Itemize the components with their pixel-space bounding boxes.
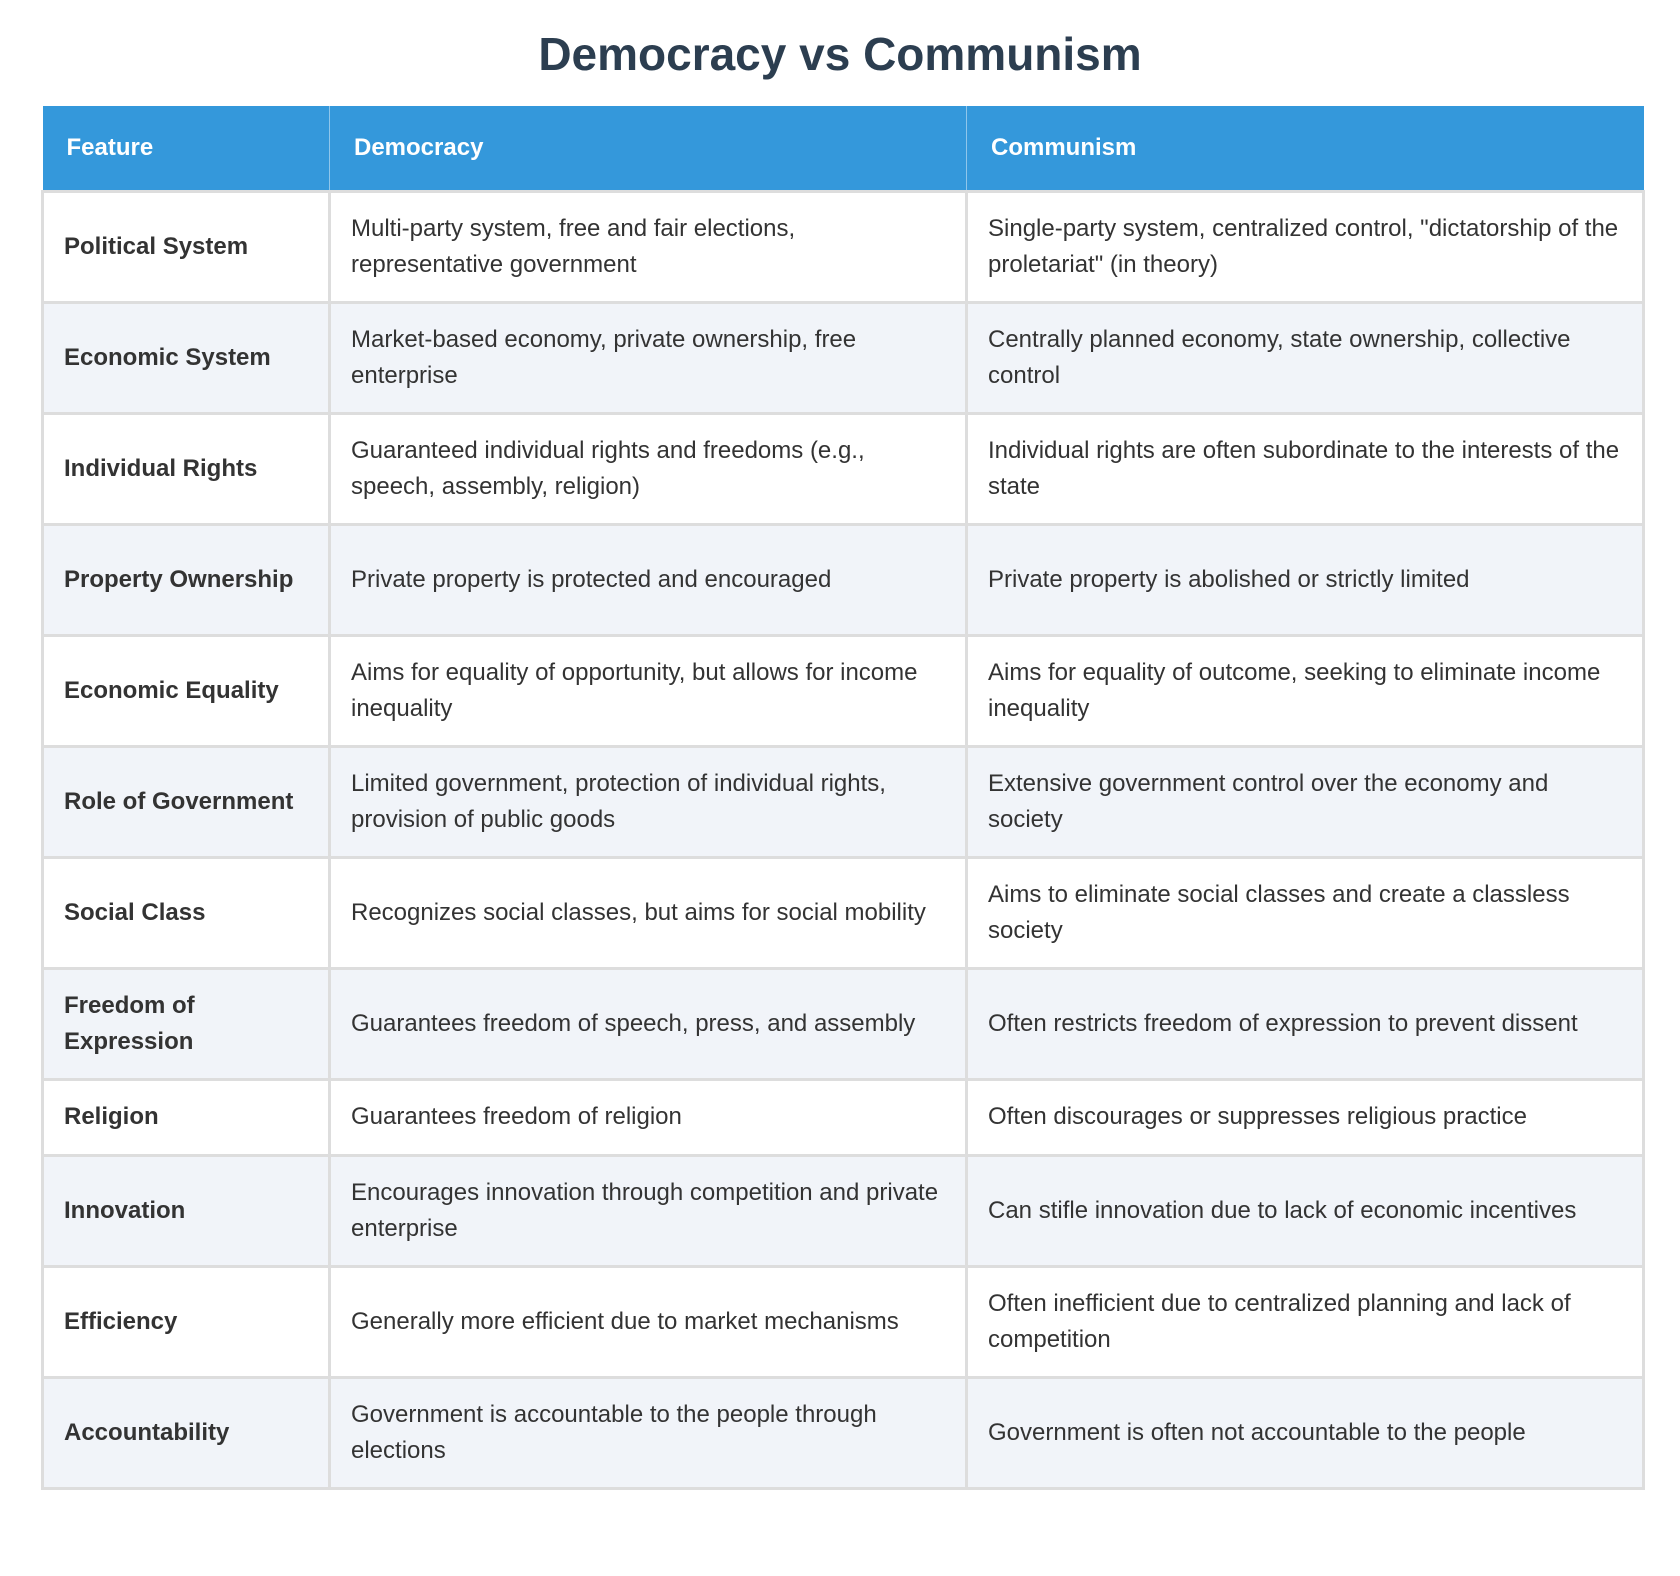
democracy-cell: Encourages innovation through competitio…: [328, 1153, 968, 1268]
table-row: Property Ownership Private property is p…: [41, 522, 1645, 637]
table-row: Role of Government Limited government, p…: [41, 744, 1645, 859]
democracy-cell: Guarantees freedom of religion: [328, 1077, 968, 1157]
table-row: Political System Multi-party system, fre…: [41, 189, 1645, 304]
communism-cell: Individual rights are often subordinate …: [965, 411, 1645, 526]
democracy-cell: Guaranteed individual rights and freedom…: [328, 411, 968, 526]
feature-cell: Efficiency: [41, 1264, 331, 1379]
table-body: Political System Multi-party system, fre…: [41, 189, 1645, 1490]
feature-cell: Religion: [41, 1077, 331, 1157]
communism-cell: Often inefficient due to centralized pla…: [965, 1264, 1645, 1379]
feature-cell: Individual Rights: [41, 411, 331, 526]
democracy-cell: Guarantees freedom of speech, press, and…: [328, 966, 968, 1081]
communism-cell: Often restricts freedom of expression to…: [965, 966, 1645, 1081]
democracy-cell: Generally more efficient due to market m…: [328, 1264, 968, 1379]
table-row: Economic System Market-based economy, pr…: [41, 300, 1645, 415]
feature-cell: Economic Equality: [41, 633, 331, 748]
democracy-cell: Market-based economy, private ownership,…: [328, 300, 968, 415]
table-row: Individual Rights Guaranteed individual …: [41, 411, 1645, 526]
feature-cell: Economic System: [41, 300, 331, 415]
feature-cell: Role of Government: [41, 744, 331, 859]
communism-cell: Centrally planned economy, state ownersh…: [965, 300, 1645, 415]
democracy-cell: Government is accountable to the people …: [328, 1375, 968, 1490]
page-title: Democracy vs Communism: [538, 28, 1142, 80]
column-header-feature: Feature: [42, 106, 330, 192]
feature-cell: Property Ownership: [41, 522, 331, 637]
democracy-cell: Limited government, protection of indivi…: [328, 744, 968, 859]
column-header-communism: Communism: [966, 106, 1644, 192]
democracy-cell: Recognizes social classes, but aims for …: [328, 855, 968, 970]
democracy-cell: Aims for equality of opportunity, but al…: [328, 633, 968, 748]
table-row: Religion Guarantees freedom of religion …: [41, 1077, 1645, 1157]
communism-cell: Single-party system, centralized control…: [965, 189, 1645, 304]
table-row: Accountability Government is accountable…: [41, 1375, 1645, 1490]
democracy-cell: Private property is protected and encour…: [328, 522, 968, 637]
communism-cell: Government is often not accountable to t…: [965, 1375, 1645, 1490]
feature-cell: Innovation: [41, 1153, 331, 1268]
table-row: Efficiency Generally more efficient due …: [41, 1264, 1645, 1379]
feature-cell: Accountability: [41, 1375, 331, 1490]
table-row: Freedom of Expression Guarantees freedom…: [41, 966, 1645, 1081]
column-header-democracy: Democracy: [329, 106, 967, 192]
feature-cell: Political System: [41, 189, 331, 304]
democracy-cell: Multi-party system, free and fair electi…: [328, 189, 968, 304]
table-row: Economic Equality Aims for equality of o…: [41, 633, 1645, 748]
feature-cell: Social Class: [41, 855, 331, 970]
communism-cell: Private property is abolished or strictl…: [965, 522, 1645, 637]
communism-cell: Aims to eliminate social classes and cre…: [965, 855, 1645, 970]
communism-cell: Often discourages or suppresses religiou…: [965, 1077, 1645, 1157]
comparison-table: Feature Democracy Communism Political Sy…: [41, 106, 1645, 1490]
communism-cell: Extensive government control over the ec…: [965, 744, 1645, 859]
header-row: Feature Democracy Communism: [42, 106, 1644, 192]
communism-cell: Aims for equality of outcome, seeking to…: [965, 633, 1645, 748]
table-row: Innovation Encourages innovation through…: [41, 1153, 1645, 1268]
table-row: Social Class Recognizes social classes, …: [41, 855, 1645, 970]
table-header: Feature Democracy Communism: [42, 106, 1644, 192]
feature-cell: Freedom of Expression: [41, 966, 331, 1081]
communism-cell: Can stifle innovation due to lack of eco…: [965, 1153, 1645, 1268]
